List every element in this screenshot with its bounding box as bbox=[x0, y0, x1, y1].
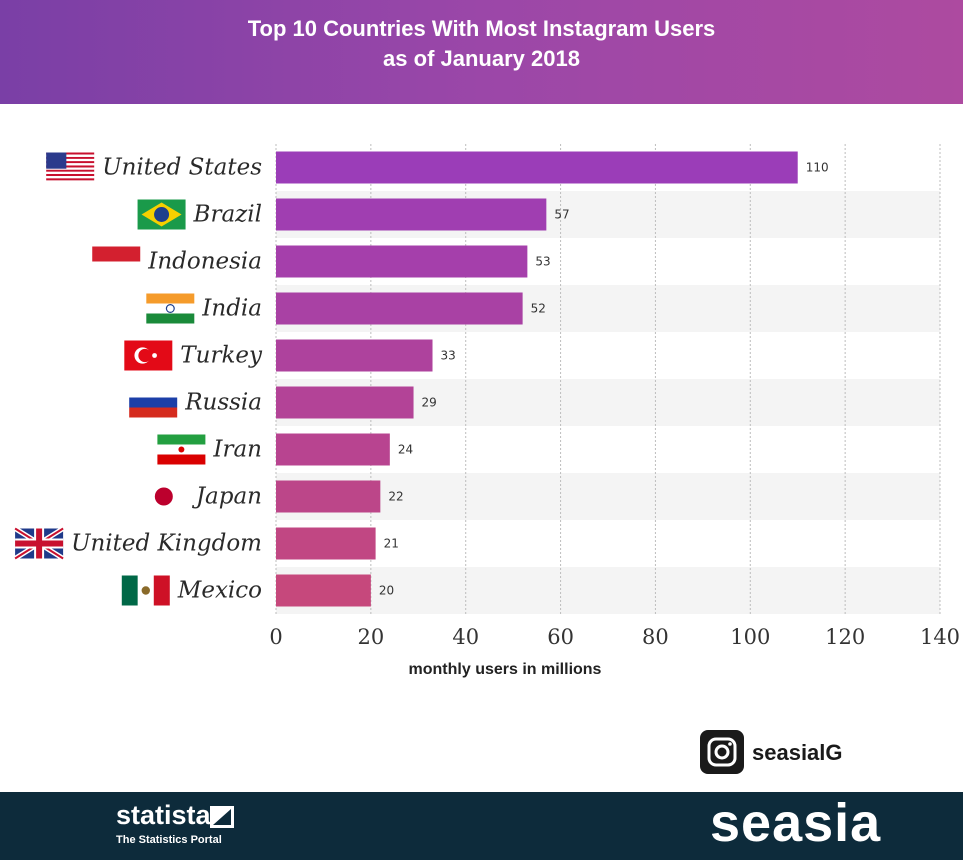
turkey-flag-icon bbox=[124, 340, 173, 371]
country-label: India bbox=[201, 296, 262, 322]
bar-value-label: 53 bbox=[535, 255, 550, 269]
bar-russia bbox=[276, 386, 414, 419]
brazil-flag-icon bbox=[137, 199, 186, 230]
indonesia-flag-icon bbox=[92, 246, 141, 277]
x-tick-label: 120 bbox=[825, 625, 865, 649]
country-label: Turkey bbox=[180, 343, 263, 369]
footer-bar: statista The Statistics Portal seasia bbox=[0, 792, 963, 860]
bar-brazil bbox=[276, 198, 547, 231]
iran-flag-icon bbox=[157, 434, 206, 465]
instagram-icon bbox=[700, 730, 744, 774]
japan-flag-icon bbox=[139, 481, 188, 512]
bar-chart: 110 United States 57 Brazil 53 Indonesia 52 Ind… bbox=[13, 144, 960, 649]
bar-value-label: 33 bbox=[441, 349, 456, 363]
country-label: Japan bbox=[192, 484, 262, 510]
statista-tagline: The Statistics Portal bbox=[116, 834, 222, 846]
x-tick-label: 60 bbox=[547, 625, 574, 649]
x-tick-label: 100 bbox=[730, 625, 770, 649]
seasia-logo: seasia bbox=[710, 793, 882, 853]
bar-india bbox=[276, 292, 523, 325]
bar-value-label: 24 bbox=[398, 443, 413, 457]
x-tick-label: 20 bbox=[357, 625, 384, 649]
country-label: Brazil bbox=[193, 202, 262, 228]
x-tick-label: 40 bbox=[452, 625, 479, 649]
x-tick-label: 80 bbox=[642, 625, 669, 649]
bar-united-states bbox=[276, 151, 798, 184]
header-banner: Top 10 Countries With Most Instagram Use… bbox=[0, 0, 963, 104]
chart-title-line-1: Top 10 Countries With Most Instagram Use… bbox=[247, 16, 716, 41]
country-label: Iran bbox=[212, 437, 262, 463]
chart-title-line-2: as of January 2018 bbox=[383, 46, 580, 71]
bar-value-label: 20 bbox=[379, 584, 394, 598]
bar-value-label: 57 bbox=[554, 208, 569, 222]
x-tick-label: 140 bbox=[920, 625, 960, 649]
russia-flag-icon bbox=[129, 387, 178, 418]
india-flag-icon bbox=[146, 293, 195, 324]
bar-value-label: 52 bbox=[531, 302, 546, 316]
row-band bbox=[276, 473, 940, 520]
bar-mexico bbox=[276, 574, 371, 607]
bar-value-label: 29 bbox=[422, 396, 437, 410]
statista-logo-icon bbox=[210, 806, 234, 828]
x-tick-label: 0 bbox=[269, 625, 282, 649]
row-band bbox=[276, 567, 940, 614]
country-label: Indonesia bbox=[147, 249, 262, 275]
us-flag-icon bbox=[46, 152, 95, 181]
country-label: Mexico bbox=[177, 578, 262, 604]
bar-japan bbox=[276, 480, 381, 513]
mexico-flag-icon bbox=[121, 575, 170, 606]
country-label: United Kingdom bbox=[71, 531, 262, 557]
uk-flag-icon bbox=[13, 526, 65, 561]
bar-value-label: 21 bbox=[384, 537, 399, 551]
instagram-handle: seasialG bbox=[752, 740, 843, 765]
bar-iran bbox=[276, 433, 390, 466]
bar-value-label: 22 bbox=[388, 490, 403, 504]
bar-value-label: 110 bbox=[806, 161, 829, 175]
bar-turkey bbox=[276, 339, 433, 372]
country-label: United States bbox=[102, 155, 262, 181]
x-axis-label: monthly users in millions bbox=[408, 661, 602, 678]
statista-logo-text: statista bbox=[116, 800, 211, 830]
country-label: Russia bbox=[184, 390, 262, 416]
bar-indonesia bbox=[276, 245, 528, 278]
bar-united-kingdom bbox=[276, 527, 376, 560]
